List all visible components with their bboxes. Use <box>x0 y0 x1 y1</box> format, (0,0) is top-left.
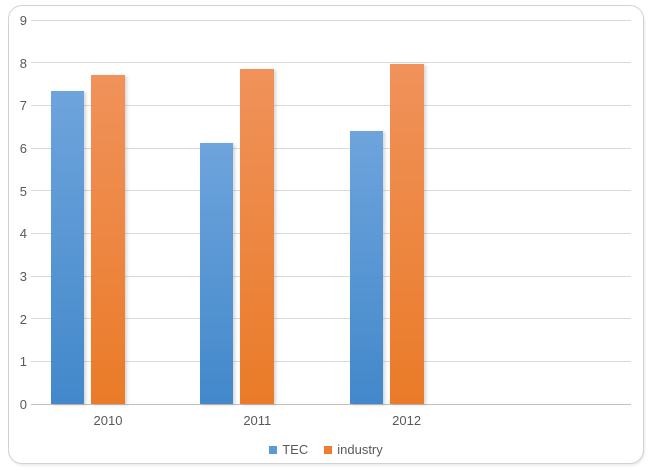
plot-area: 0 1 2 3 4 5 6 7 8 9 2010 2011 2012 <box>9 6 643 463</box>
chart-frame: 0 1 2 3 4 5 6 7 8 9 2010 2011 2012 TEC industry <box>8 5 644 464</box>
y-axis-tick-label: 5 <box>19 183 27 199</box>
gridline <box>31 360 631 362</box>
gridline <box>31 147 631 149</box>
y-axis-tick-label: 8 <box>19 55 27 71</box>
legend-item-industry: industry <box>324 442 383 457</box>
y-axis-tick-label: 4 <box>19 226 27 242</box>
bar-industry-2010 <box>91 74 125 404</box>
x-axis-tick-label: 2011 <box>243 413 272 428</box>
gridline <box>31 104 631 106</box>
legend-item-tec: TEC <box>269 442 308 457</box>
legend: TEC industry <box>9 442 643 457</box>
x-axis-tick-label: 2012 <box>392 413 422 428</box>
gridline <box>31 19 631 21</box>
y-axis-tick-label: 2 <box>19 311 27 327</box>
gridline <box>31 275 631 277</box>
legend-label: industry <box>337 442 383 457</box>
gridline <box>31 190 631 192</box>
y-axis-tick-label: 6 <box>19 141 27 156</box>
bar-industry-2012 <box>389 63 424 404</box>
x-axis-tick-label: 2010 <box>93 413 123 428</box>
gridline <box>31 62 631 64</box>
y-axis-tick-label: 0 <box>19 397 27 412</box>
y-axis-tick-label: 3 <box>19 269 27 284</box>
legend-swatch-icon <box>269 445 278 454</box>
y-axis-tick-label: 7 <box>19 98 27 114</box>
bar-tec-2012 <box>349 130 383 404</box>
y-axis-tick-label: 9 <box>19 13 27 28</box>
gridline <box>31 318 631 320</box>
bar-tec-2010 <box>51 91 84 404</box>
legend-swatch-icon <box>324 445 333 454</box>
legend-label: TEC <box>282 442 309 457</box>
gridline <box>31 232 631 234</box>
bar-industry-2011 <box>240 69 275 404</box>
bar-tec-2011 <box>200 142 234 404</box>
y-axis-tick-label: 1 <box>19 354 27 370</box>
x-axis-line <box>31 403 631 405</box>
